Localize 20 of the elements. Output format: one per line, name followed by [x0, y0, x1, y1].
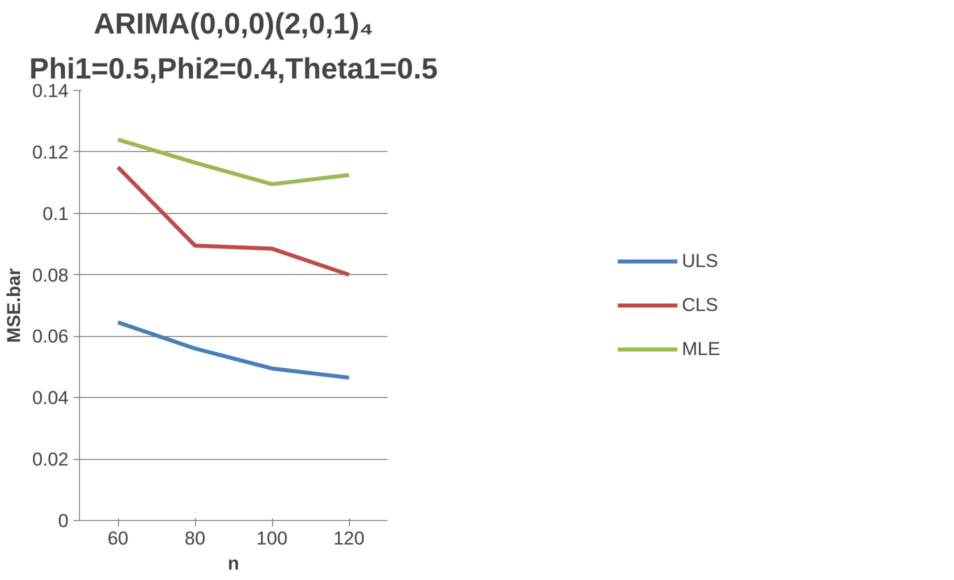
y-tick-label: 0.04 [32, 387, 68, 408]
line-series [116, 138, 351, 186]
x-tick-label: 80 [184, 528, 206, 548]
line-series [116, 320, 351, 380]
y-tick-label: 0 [58, 510, 69, 531]
x-tick-label: 60 [108, 528, 128, 548]
x-tick-label: 120 [333, 528, 365, 548]
legend-label: MLE [682, 338, 720, 360]
legend-label: ULS [682, 250, 718, 272]
x-axis-title: n [228, 552, 240, 574]
legend-label: CLS [682, 294, 718, 316]
y-tick-label: 0.06 [32, 326, 68, 347]
y-tick-label: 0.08 [32, 264, 68, 286]
y-tick-label: 0.02 [32, 448, 68, 470]
y-tick-label: 0.1 [42, 202, 69, 224]
y-tick-label: 0.12 [32, 141, 68, 162]
x-tick-label: 100 [256, 528, 288, 548]
y-axis-title: MSE.bar [3, 268, 24, 343]
line-series [116, 165, 351, 277]
chart-title: ARIMA(0,0,0)(2,0,1)₄ [94, 8, 374, 40]
